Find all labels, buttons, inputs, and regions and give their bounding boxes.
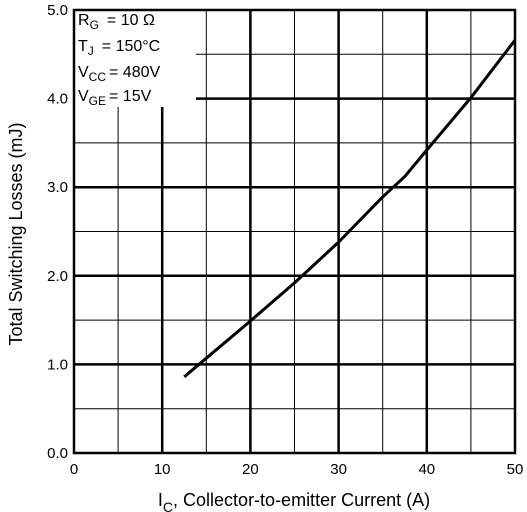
y-axis-label: Total Switching Losses (mJ): [6, 122, 26, 345]
x-tick-label: 50: [507, 461, 524, 478]
x-tick-label: 10: [154, 461, 171, 478]
x-tick-label: 30: [330, 461, 347, 478]
x-tick-label: 20: [242, 461, 259, 478]
x-tick-label: 40: [418, 461, 435, 478]
plot-frame: [72, 8, 517, 455]
grid-minor: [74, 10, 515, 453]
y-tick-label: 3.0: [47, 179, 68, 196]
y-tick-label: 2.0: [47, 268, 68, 285]
y-tick-label: 0.0: [47, 445, 68, 462]
y-tick-labels: 0.0 1.0 2.0 3.0 4.0 5.0: [47, 2, 68, 462]
condition-vge: VGE = 15V: [78, 88, 152, 108]
x-axis-label: IC, Collector-to-emitter Current (A): [158, 490, 430, 512]
condition-tj: TJ = 150°C: [78, 38, 160, 58]
conditions-box: RG = 10 Ω TJ = 150°C VCC = 480V VGE = 15V: [75, 11, 196, 108]
series-line-0: [183, 39, 517, 378]
y-tick-label: 5.0: [47, 2, 68, 19]
y-tick-label: 1.0: [47, 356, 68, 373]
condition-vcc: VCC = 480V: [78, 64, 161, 84]
series-layer: [183, 39, 517, 378]
x-tick-labels: 0 10 20 30 40 50: [70, 461, 524, 478]
condition-rg: RG = 10 Ω: [78, 12, 155, 32]
y-tick-label: 4.0: [47, 91, 68, 108]
x-tick-label: 0: [70, 461, 78, 478]
conditions-background: [75, 11, 196, 107]
